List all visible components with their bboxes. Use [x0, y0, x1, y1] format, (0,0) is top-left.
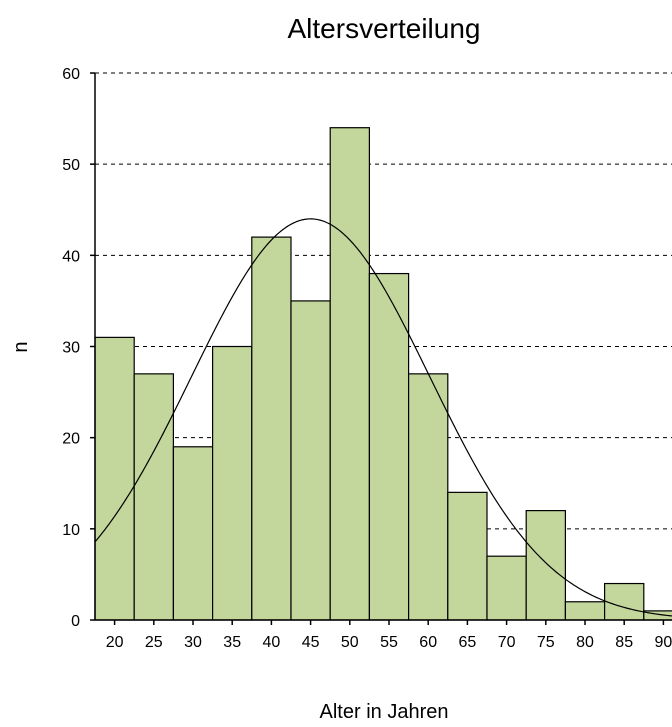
x-tick-label: 75 — [537, 634, 555, 651]
bar-55 — [368, 272, 410, 621]
chart-title: Altersverteilung — [288, 13, 481, 44]
y-axis-label: n — [10, 341, 32, 352]
x-tick-label: 20 — [106, 634, 124, 651]
x-tick-label: 65 — [459, 634, 477, 651]
bar-25 — [133, 373, 174, 621]
bar-70 — [486, 555, 527, 621]
x-tick-label: 50 — [341, 634, 359, 651]
x-tick-labels: 20 25 30 35 40 45 50 55 60 65 70 75 80 85 90 — [106, 634, 672, 651]
x-tick-label: 70 — [498, 634, 516, 651]
bar-60 — [408, 373, 449, 621]
y-tick-label: 20 — [62, 431, 80, 448]
x-tick-label: 55 — [380, 634, 398, 651]
y-tick-label: 30 — [62, 340, 80, 357]
x-tick-label: 25 — [145, 634, 163, 651]
bar-30 — [172, 446, 214, 621]
bar-35 — [212, 345, 253, 621]
bar-45 — [290, 300, 331, 621]
x-tick-label: 45 — [302, 634, 320, 651]
bar-50 — [329, 127, 371, 621]
y-tick-label: 0 — [71, 613, 80, 630]
bar-65 — [447, 491, 488, 621]
x-tick-label: 80 — [576, 634, 594, 651]
x-tick-label: 90 — [655, 634, 672, 651]
y-tick-label: 50 — [62, 157, 80, 174]
y-tick-label: 40 — [62, 248, 80, 265]
bar-20 — [94, 336, 135, 621]
y-tick-label: 60 — [62, 66, 80, 83]
normal-curve — [94, 218, 672, 617]
bar-40 — [251, 236, 292, 621]
x-tick-label: 60 — [419, 634, 437, 651]
bar-80 — [564, 601, 606, 621]
x-tick-label: 35 — [223, 634, 241, 651]
x-tick-label: 40 — [263, 634, 281, 651]
x-tick-label: 85 — [615, 634, 633, 651]
bar-85 — [603, 582, 645, 621]
axes — [90, 72, 672, 625]
normal-curve-line — [94, 218, 672, 617]
x-axis-label: Alter in Jahren — [320, 701, 449, 723]
bars — [94, 127, 672, 621]
y-tick-label: 10 — [62, 522, 80, 539]
y-tick-labels: 0 10 20 30 40 50 60 — [62, 66, 80, 630]
bar-75 — [525, 510, 567, 621]
x-tick-label: 30 — [184, 634, 202, 651]
